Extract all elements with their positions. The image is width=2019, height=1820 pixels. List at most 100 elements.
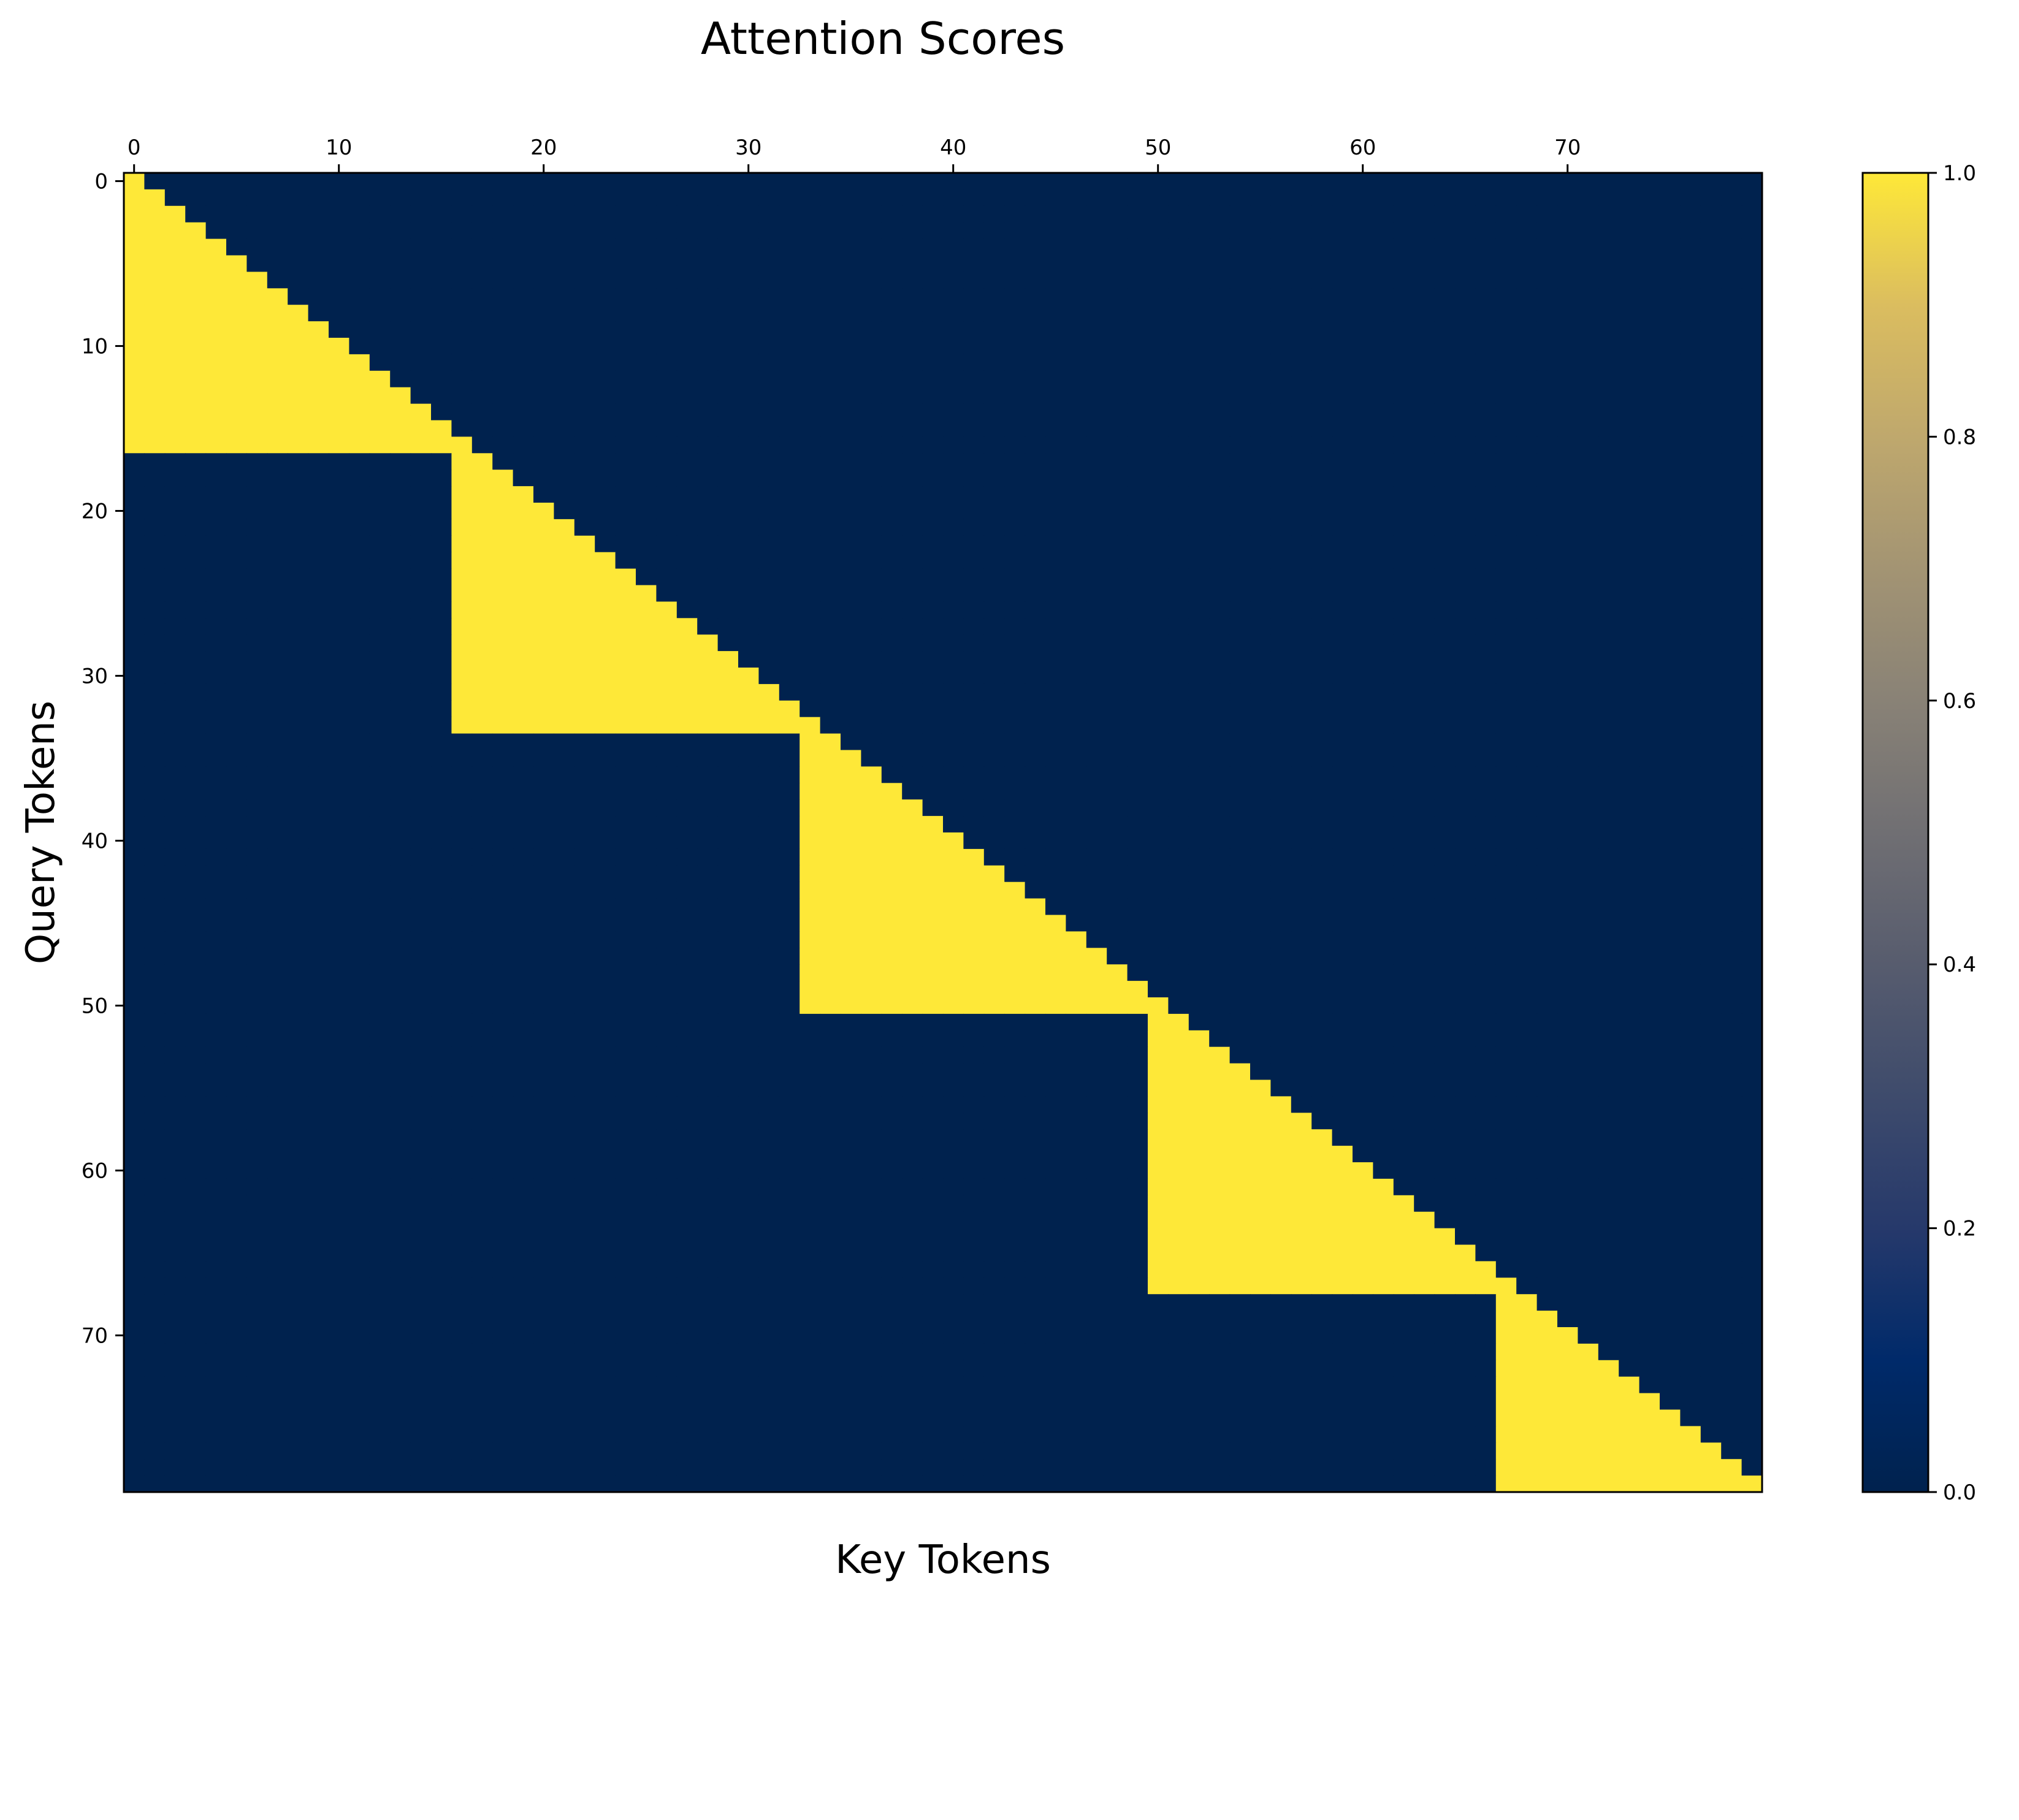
heatmap-cell xyxy=(1536,601,1558,619)
heatmap-cell xyxy=(1619,651,1640,668)
heatmap-cell xyxy=(1311,503,1333,520)
heatmap-cell xyxy=(144,832,166,850)
heatmap-cell xyxy=(1516,519,1538,536)
heatmap-cell xyxy=(1680,453,1701,470)
heatmap-cell xyxy=(636,750,657,767)
heatmap-cell xyxy=(676,651,698,668)
heatmap-cell xyxy=(185,222,207,240)
heatmap-cell xyxy=(533,288,554,305)
heatmap-cell xyxy=(1045,668,1066,685)
heatmap-cell xyxy=(1557,848,1578,866)
heatmap-cell xyxy=(943,997,964,1015)
heatmap-cell xyxy=(1721,816,1742,833)
heatmap-cell xyxy=(656,453,677,470)
heatmap-cell xyxy=(841,915,861,932)
heatmap-cell xyxy=(308,1096,329,1113)
heatmap-cell xyxy=(1045,403,1066,421)
heatmap-cell xyxy=(697,832,719,850)
heatmap-cell xyxy=(963,205,985,223)
heatmap-cell xyxy=(451,222,473,240)
heatmap-cell xyxy=(349,915,370,932)
heatmap-cell xyxy=(471,683,493,701)
heatmap-cell xyxy=(922,766,944,783)
heatmap-cell xyxy=(1066,238,1087,256)
heatmap-cell xyxy=(595,1079,616,1097)
heatmap-cell xyxy=(636,931,657,948)
heatmap-cell xyxy=(533,832,554,850)
heatmap-cell xyxy=(1332,948,1353,965)
heatmap-cell xyxy=(1578,535,1599,553)
heatmap-cell xyxy=(738,354,759,371)
heatmap-cell xyxy=(1353,634,1373,652)
heatmap-cell xyxy=(1066,683,1087,701)
heatmap-cell xyxy=(226,255,247,272)
heatmap-cell xyxy=(963,354,985,371)
heatmap-cell xyxy=(124,634,145,652)
heatmap-cell xyxy=(1045,354,1066,371)
heatmap-cell xyxy=(1066,1113,1087,1130)
heatmap-cell xyxy=(1373,189,1394,207)
heatmap-cell xyxy=(267,1178,288,1196)
heatmap-cell xyxy=(779,832,800,850)
heatmap-cell xyxy=(1475,981,1497,998)
heatmap-cell xyxy=(656,1096,677,1113)
heatmap-cell xyxy=(738,1079,759,1097)
heatmap-cell xyxy=(676,668,698,685)
heatmap-cell xyxy=(492,1046,514,1064)
heatmap-cell xyxy=(451,453,473,470)
heatmap-cell xyxy=(226,370,247,388)
heatmap-cell xyxy=(390,750,411,767)
heatmap-cell xyxy=(451,981,473,998)
heatmap-cell xyxy=(656,832,677,850)
heatmap-cell xyxy=(779,436,800,454)
heatmap-cell xyxy=(861,618,882,635)
heatmap-cell xyxy=(983,783,1005,800)
heatmap-cell xyxy=(1598,1113,1619,1130)
heatmap-cell xyxy=(554,1113,575,1130)
heatmap-cell xyxy=(841,1162,861,1179)
heatmap-cell xyxy=(1475,717,1497,734)
heatmap-cell xyxy=(1393,568,1414,586)
heatmap-cell xyxy=(881,205,903,223)
heatmap-cell xyxy=(902,1146,923,1163)
heatmap-cell xyxy=(1107,1178,1128,1196)
heatmap-cell xyxy=(1578,403,1599,421)
heatmap-cell xyxy=(1455,931,1476,948)
heatmap-cell xyxy=(861,552,882,569)
heatmap-cell xyxy=(390,948,411,965)
heatmap-cell xyxy=(164,436,186,454)
heatmap-cell xyxy=(841,205,861,223)
heatmap-cell xyxy=(349,1129,370,1146)
heatmap-cell xyxy=(1516,997,1538,1015)
heatmap-cell xyxy=(800,189,821,207)
heatmap-cell xyxy=(636,865,657,883)
heatmap-cell xyxy=(329,1178,349,1196)
heatmap-cell xyxy=(841,1096,861,1113)
heatmap-cell xyxy=(1639,436,1660,454)
heatmap-cell xyxy=(554,832,575,850)
heatmap-cell xyxy=(1045,453,1066,470)
heatmap-cell xyxy=(800,1162,821,1179)
heatmap-cell xyxy=(369,1046,391,1064)
heatmap-cell xyxy=(717,1096,739,1113)
heatmap-cell xyxy=(329,272,349,289)
heatmap-cell xyxy=(410,783,432,800)
heatmap-cell xyxy=(1700,272,1722,289)
heatmap-cell xyxy=(943,717,964,734)
heatmap-cell xyxy=(1209,964,1231,981)
heatmap-cell xyxy=(226,288,247,305)
heatmap-cell xyxy=(267,503,288,520)
heatmap-cell xyxy=(1188,1129,1210,1146)
heatmap-cell xyxy=(1148,519,1169,536)
heatmap-cell xyxy=(676,948,698,965)
heatmap-cell xyxy=(656,881,677,899)
heatmap-cell xyxy=(1148,783,1169,800)
heatmap-cell xyxy=(922,881,944,899)
heatmap-cell xyxy=(1066,255,1087,272)
heatmap-cell xyxy=(390,255,411,272)
heatmap-cell xyxy=(1495,683,1517,701)
heatmap-cell xyxy=(1455,700,1476,718)
heatmap-cell xyxy=(226,387,247,405)
heatmap-cell xyxy=(554,816,575,833)
heatmap-cell xyxy=(922,453,944,470)
